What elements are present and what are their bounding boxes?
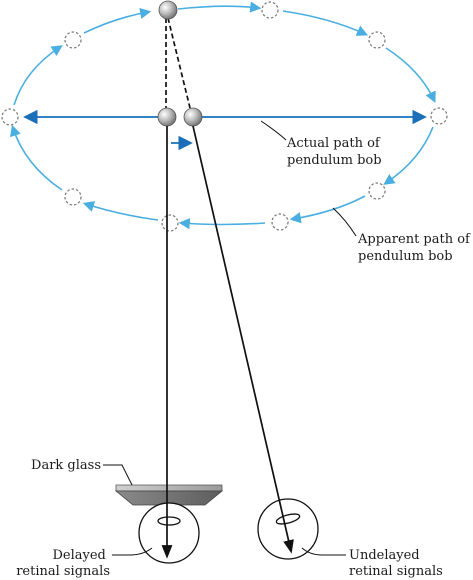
- apparent-path-arc: [13, 45, 63, 106]
- leader-lines: [103, 120, 357, 556]
- dark-glass-body: [114, 490, 224, 506]
- apparent-path-arc: [83, 7, 152, 34]
- apparent-path-arc: [385, 47, 436, 104]
- actual-path-label-line1: Actual path of: [286, 136, 381, 151]
- pendulum-strings: [165, 17, 191, 109]
- ghost-bob: [64, 188, 82, 206]
- undelayed-signals-label-line1: Undelayed: [349, 548, 420, 563]
- left-eye-lens: [157, 516, 181, 526]
- ghost-bob: [271, 213, 289, 231]
- right-sight-line: [192, 125, 294, 554]
- apparent-path: [10, 1, 436, 230]
- apparent-path-arc: [178, 218, 266, 230]
- pendulum-bobs: [157, 0, 203, 127]
- pivot-bob: [158, 0, 178, 20]
- apparent-path-leader: [332, 207, 357, 237]
- ghost-bob: [368, 31, 386, 49]
- ghost-bob: [261, 1, 279, 19]
- actual-path-leader: [260, 120, 287, 141]
- apparent-path-label-line1: Apparent path of: [357, 232, 471, 247]
- apparent-path-arc: [282, 10, 369, 36]
- ghost-bob: [161, 214, 179, 232]
- ghost-bob: [64, 31, 82, 49]
- apparent-path-arc: [383, 126, 434, 185]
- undelayed-signals-label-line2: retinal signals: [349, 564, 443, 579]
- actual-path: [23, 109, 427, 151]
- dark-glass-label: Dark glass: [31, 458, 101, 473]
- actual-bob: [157, 107, 177, 127]
- right-eye: [257, 498, 319, 560]
- right-eye-ball: [257, 498, 319, 560]
- apparent-path-label-line2: pendulum bob: [358, 249, 453, 264]
- apparent-path-arc: [82, 201, 159, 221]
- dark-glass-top: [115, 484, 223, 492]
- string-to-apparent-bob: [167, 17, 191, 109]
- sight-lines: [161, 125, 294, 559]
- dark-glass: [114, 484, 224, 506]
- delayed-signals-label-line1: Delayed: [52, 548, 105, 563]
- delayed-signals-label: Delayed retinal signals: [16, 548, 110, 579]
- left-eye: [138, 502, 200, 564]
- ghost-bob: [430, 107, 448, 125]
- apparent-path-label: Apparent path of pendulum bob: [357, 232, 473, 264]
- apparent-bob-positions: [1, 1, 448, 232]
- undelayed-signals-label: Undelayed retinal signals: [349, 548, 443, 579]
- delayed-leader: [112, 547, 153, 556]
- apparent-bob: [183, 107, 203, 127]
- left-eye-ball: [138, 502, 200, 564]
- right-eye-lens: [275, 513, 301, 525]
- ghost-bob: [368, 182, 386, 200]
- actual-path-label: Actual path of pendulum bob: [286, 136, 384, 168]
- dark-glass-leader: [103, 464, 133, 486]
- apparent-path-arc: [289, 195, 366, 224]
- apparent-path-arc: [10, 124, 63, 191]
- apparent-path-arc: [177, 1, 262, 13]
- ghost-bob: [1, 108, 19, 126]
- undelayed-leader: [301, 547, 346, 556]
- delayed-signals-label-line2: retinal signals: [16, 564, 110, 579]
- actual-path-label-line2: pendulum bob: [287, 153, 382, 168]
